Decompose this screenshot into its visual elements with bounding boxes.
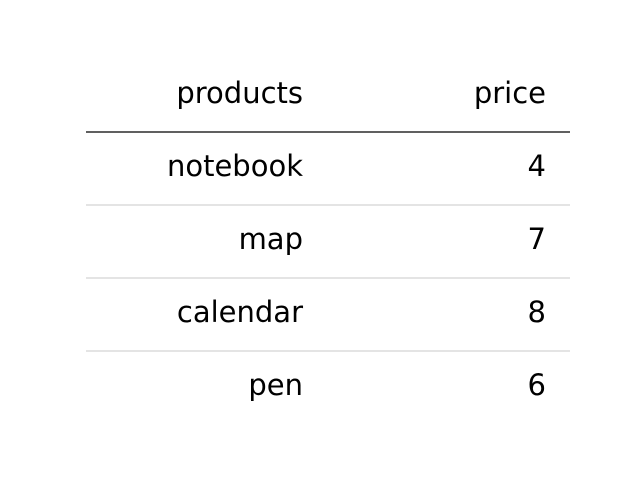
table-cell-products: calendar [177, 295, 303, 329]
header-cell-products: products [176, 76, 303, 110]
table-header: products price [176, 76, 546, 110]
table-cell-price: 7 [528, 222, 546, 256]
table-cell-price: 8 [528, 295, 546, 329]
table-cell-products: notebook [167, 149, 303, 183]
table-cell-products: pen [248, 368, 303, 402]
table-cell-products: map [239, 222, 303, 256]
table-cell-price: 6 [528, 368, 546, 402]
table-rules [86, 131, 570, 352]
table-body: notebook 4 map 7 calendar 8 pen 6 [167, 149, 546, 402]
header-cell-price: price [474, 76, 546, 110]
table-cell-price: 4 [528, 149, 546, 183]
